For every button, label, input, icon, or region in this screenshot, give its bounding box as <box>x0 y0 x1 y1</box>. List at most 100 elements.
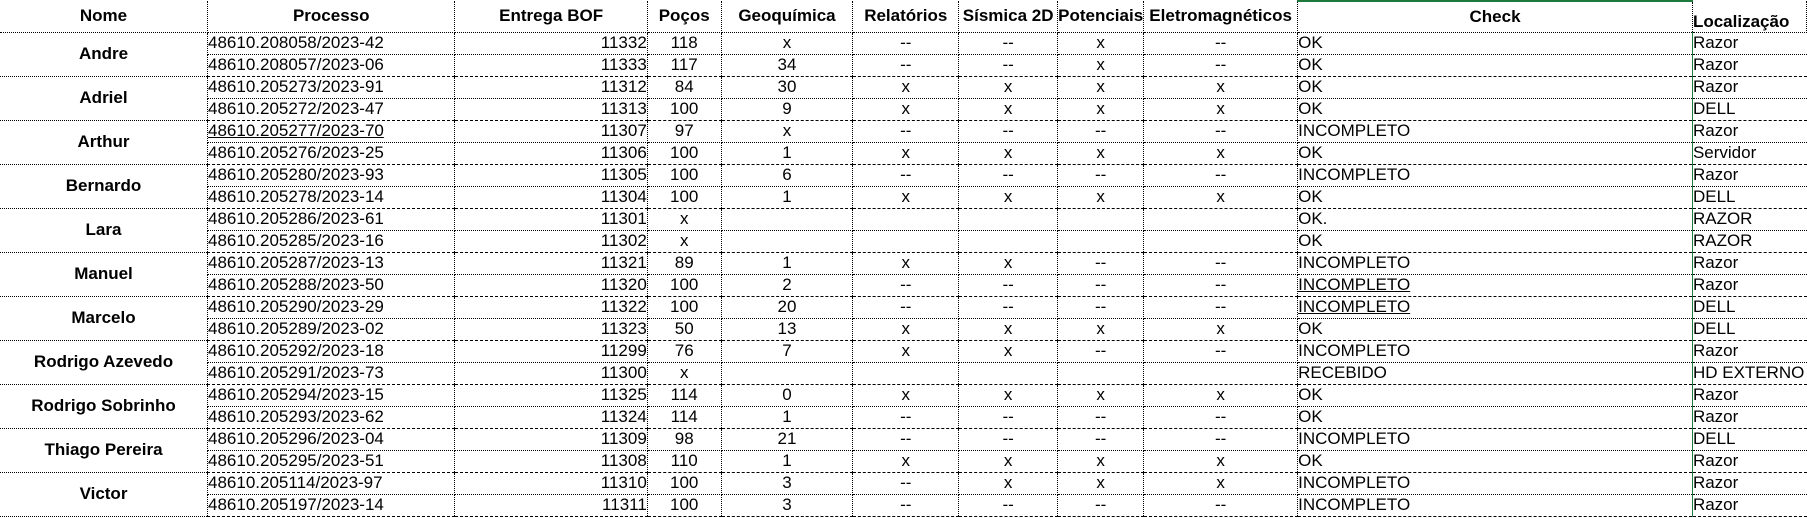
cell-potenciais[interactable]: x <box>1057 32 1145 55</box>
cell-sismica-2d[interactable] <box>958 208 1059 231</box>
header-nome[interactable]: Nome <box>0 1 209 33</box>
cell-localizacao[interactable]: RAZOR <box>1692 230 1807 253</box>
cell-entrega-bof[interactable]: 11333 <box>454 54 648 77</box>
cell-check[interactable]: RECEBIDO <box>1297 362 1693 385</box>
cell-pocos[interactable]: 100 <box>647 164 722 187</box>
cell-potenciais[interactable]: x <box>1057 186 1145 209</box>
cell-entrega-bof[interactable]: 11308 <box>454 450 648 473</box>
cell-relatorios[interactable]: x <box>852 384 960 407</box>
cell-sismica-2d[interactable]: -- <box>958 494 1059 517</box>
cell-eletromagneticos[interactable]: -- <box>1143 494 1299 517</box>
cell-pocos[interactable]: 114 <box>647 406 722 429</box>
cell-processo[interactable]: 48610.205114/2023-97 <box>207 472 456 495</box>
cell-localizacao[interactable]: Razor <box>1692 76 1807 99</box>
cell-relatorios[interactable]: -- <box>852 32 960 55</box>
cell-eletromagneticos[interactable]: x <box>1143 186 1299 209</box>
cell-pocos[interactable]: 118 <box>647 32 722 55</box>
cell-eletromagneticos[interactable]: x <box>1143 98 1299 121</box>
cell-processo[interactable]: 48610.205280/2023-93 <box>207 164 456 187</box>
cell-localizacao[interactable]: HD EXTERNO <box>1692 362 1807 385</box>
cell-geoquimica[interactable] <box>721 362 854 385</box>
cell-sismica-2d[interactable]: x <box>958 252 1059 275</box>
cell-check[interactable]: OK <box>1297 142 1693 165</box>
cell-check[interactable]: INCOMPLETO <box>1297 274 1693 297</box>
cell-potenciais[interactable]: -- <box>1057 428 1145 451</box>
cell-pocos[interactable]: 89 <box>647 252 722 275</box>
cell-processo[interactable]: 48610.205292/2023-18 <box>207 340 456 363</box>
cell-processo[interactable]: 48610.205278/2023-14 <box>207 186 456 209</box>
cell-sismica-2d[interactable]: x <box>958 98 1059 121</box>
cell-relatorios[interactable]: -- <box>852 296 960 319</box>
cell-check[interactable]: OK <box>1297 406 1693 429</box>
cell-eletromagneticos[interactable]: x <box>1143 450 1299 473</box>
cell-sismica-2d[interactable]: -- <box>958 32 1059 55</box>
header-entrega-bof[interactable]: Entrega BOF <box>454 1 648 33</box>
cell-check[interactable]: OK <box>1297 450 1693 473</box>
cell-geoquimica[interactable]: 21 <box>721 428 854 451</box>
cell-sismica-2d[interactable]: x <box>958 450 1059 473</box>
cell-localizacao[interactable]: Razor <box>1692 340 1807 363</box>
cell-pocos[interactable]: 100 <box>647 472 722 495</box>
cell-processo[interactable]: 48610.205276/2023-25 <box>207 142 456 165</box>
cell-eletromagneticos[interactable]: x <box>1143 142 1299 165</box>
cell-localizacao[interactable]: Razor <box>1692 120 1807 143</box>
cell-localizacao[interactable]: Razor <box>1692 384 1807 407</box>
cell-relatorios[interactable]: -- <box>852 428 960 451</box>
cell-processo[interactable]: 48610.205277/2023-70 <box>207 120 456 143</box>
cell-entrega-bof[interactable]: 11321 <box>454 252 648 275</box>
cell-geoquimica[interactable]: x <box>721 32 854 55</box>
cell-geoquimica[interactable]: 1 <box>721 186 854 209</box>
cell-localizacao[interactable]: DELL <box>1692 296 1807 319</box>
cell-processo[interactable]: 48610.205296/2023-04 <box>207 428 456 451</box>
cell-localizacao[interactable]: Razor <box>1692 274 1807 297</box>
cell-entrega-bof[interactable]: 11301 <box>454 208 648 231</box>
cell-entrega-bof[interactable]: 11304 <box>454 186 648 209</box>
cell-entrega-bof[interactable]: 11324 <box>454 406 648 429</box>
cell-sismica-2d[interactable]: x <box>958 142 1059 165</box>
cell-entrega-bof[interactable]: 11307 <box>454 120 648 143</box>
cell-processo[interactable]: 48610.205289/2023-02 <box>207 318 456 341</box>
cell-processo[interactable]: 48610.205290/2023-29 <box>207 296 456 319</box>
cell-potenciais[interactable] <box>1057 208 1145 231</box>
cell-geoquimica[interactable]: 1 <box>721 142 854 165</box>
cell-geoquimica[interactable] <box>721 208 854 231</box>
cell-entrega-bof[interactable]: 11323 <box>454 318 648 341</box>
cell-localizacao[interactable]: Razor <box>1692 252 1807 275</box>
cell-geoquimica[interactable]: 6 <box>721 164 854 187</box>
cell-eletromagneticos[interactable]: -- <box>1143 340 1299 363</box>
cell-relatorios[interactable]: -- <box>852 164 960 187</box>
cell-check[interactable]: INCOMPLETO <box>1297 494 1693 517</box>
cell-entrega-bof[interactable]: 11325 <box>454 384 648 407</box>
cell-localizacao[interactable]: Razor <box>1692 32 1807 55</box>
cell-nome[interactable]: Arthur <box>0 120 209 165</box>
cell-eletromagneticos[interactable]: -- <box>1143 274 1299 297</box>
cell-potenciais[interactable]: -- <box>1057 494 1145 517</box>
cell-potenciais[interactable]: -- <box>1057 252 1145 275</box>
cell-geoquimica[interactable]: 13 <box>721 318 854 341</box>
cell-geoquimica[interactable]: 34 <box>721 54 854 77</box>
cell-geoquimica[interactable]: 9 <box>721 98 854 121</box>
header-geoquimica[interactable]: Geoquímica <box>721 1 854 33</box>
cell-relatorios[interactable]: x <box>852 76 960 99</box>
cell-processo[interactable]: 48610.205285/2023-16 <box>207 230 456 253</box>
cell-localizacao[interactable]: Razor <box>1692 54 1807 77</box>
cell-entrega-bof[interactable]: 11313 <box>454 98 648 121</box>
cell-entrega-bof[interactable]: 11310 <box>454 472 648 495</box>
cell-check[interactable]: OK <box>1297 230 1693 253</box>
cell-eletromagneticos[interactable]: -- <box>1143 296 1299 319</box>
cell-check[interactable]: OK <box>1297 98 1693 121</box>
cell-potenciais[interactable]: -- <box>1057 296 1145 319</box>
cell-entrega-bof[interactable]: 11299 <box>454 340 648 363</box>
cell-eletromagneticos[interactable]: -- <box>1143 120 1299 143</box>
cell-nome[interactable]: Victor <box>0 472 209 517</box>
cell-potenciais[interactable]: -- <box>1057 340 1145 363</box>
cell-nome[interactable]: Rodrigo Azevedo <box>0 340 209 385</box>
cell-relatorios[interactable] <box>852 362 960 385</box>
cell-processo[interactable]: 48610.205295/2023-51 <box>207 450 456 473</box>
cell-potenciais[interactable] <box>1057 230 1145 253</box>
cell-sismica-2d[interactable]: x <box>958 186 1059 209</box>
cell-eletromagneticos[interactable] <box>1143 208 1299 231</box>
cell-processo[interactable]: 48610.208057/2023-06 <box>207 54 456 77</box>
cell-pocos[interactable]: 100 <box>647 142 722 165</box>
cell-pocos[interactable]: x <box>647 208 722 231</box>
